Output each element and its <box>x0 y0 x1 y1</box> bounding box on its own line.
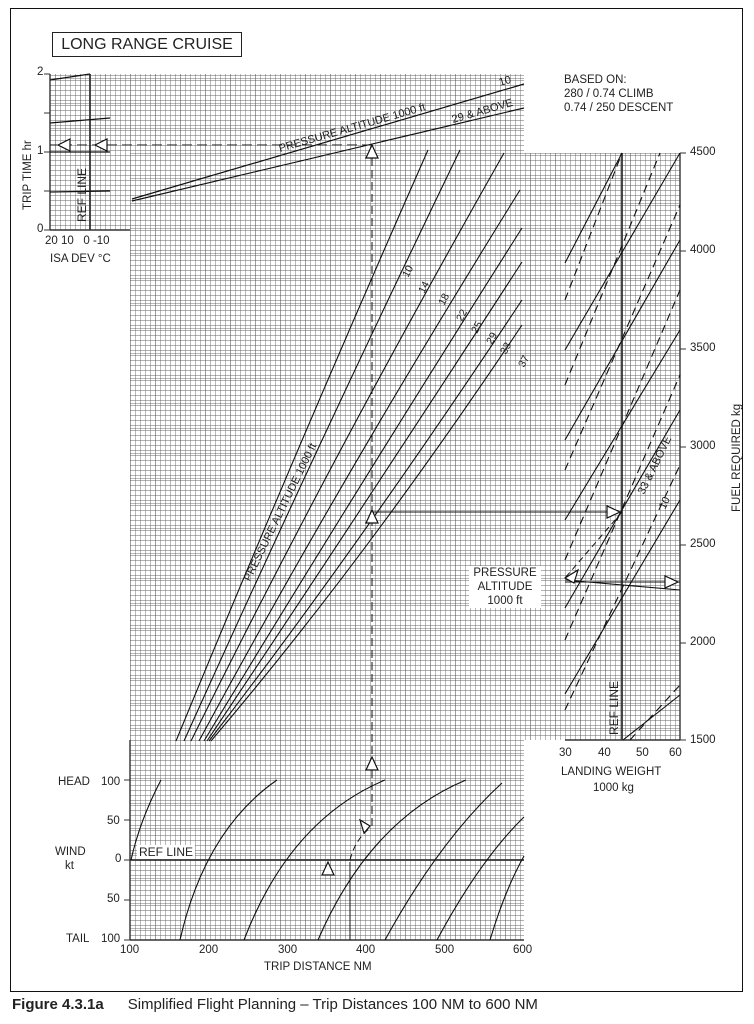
svg-text:REF LINE: REF LINE <box>75 168 89 222</box>
ticks <box>44 73 686 941</box>
grid-areas <box>50 74 680 940</box>
distance-tick: 200 <box>199 944 219 956</box>
svg-text:25: 25 <box>469 319 485 335</box>
lw-tick: 30 <box>559 747 572 759</box>
based-on-note: BASED ON: 280 / 0.74 CLIMB 0.74 / 250 DE… <box>564 74 674 114</box>
distance-tick: 600 <box>513 944 533 956</box>
tail-label: TAIL <box>66 933 90 945</box>
wind-tick: 50 <box>107 815 120 827</box>
altitude-series-labels: 10 14 18 22 25 29 33 37 <box>400 263 532 369</box>
trip-distance-label: TRIP DISTANCE NM <box>264 961 372 973</box>
svg-text:22: 22 <box>454 307 470 323</box>
distance-tick: 300 <box>278 944 298 956</box>
svg-text:33: 33 <box>498 340 514 356</box>
arrow-icons <box>56 138 680 876</box>
wind-label: WIND <box>55 846 86 858</box>
chart-title: LONG RANGE CRUISE <box>52 32 242 57</box>
figure-caption: Figure 4.3.1a Simplified Flight Planning … <box>12 996 538 1013</box>
wind-unit: kt <box>65 860 74 872</box>
svg-text:37: 37 <box>516 353 532 369</box>
altitude-curves <box>175 149 523 742</box>
wind-tick: 0 <box>115 853 122 865</box>
landing-weight-curves <box>564 152 681 741</box>
isa-axis-label: ISA DEV °C <box>50 253 111 265</box>
fuel-tick: 1500 <box>690 734 716 746</box>
pressure-altitude-inset: PRESSURE ALTITUDE 1000 ft <box>469 566 541 608</box>
lw-tick: 60 <box>669 747 682 759</box>
lw-tick: 50 <box>636 747 649 759</box>
fuel-tick: 3500 <box>690 342 716 354</box>
trip-time-curves <box>49 73 525 202</box>
head-label: HEAD <box>58 776 90 788</box>
fuel-tick: 2000 <box>690 636 716 648</box>
isa-ticks: 20 10 0 -10 <box>45 235 110 247</box>
svg-text:18: 18 <box>436 291 452 307</box>
chart-frame <box>10 8 743 992</box>
wind-tick: 100 <box>101 776 121 788</box>
fuel-tick: 2500 <box>690 538 716 550</box>
svg-text:TRIP TIME hr: TRIP TIME hr <box>22 140 34 210</box>
svg-text:10: 10 <box>498 74 513 89</box>
wind-tick: 50 <box>107 893 120 905</box>
distance-tick: 400 <box>356 944 376 956</box>
fuel-tick: 4000 <box>690 244 716 256</box>
distance-tick: 100 <box>120 944 140 956</box>
example-path <box>50 144 680 940</box>
svg-text:10: 10 <box>400 263 416 279</box>
landing-weight-unit: 1000 kg <box>593 782 634 794</box>
svg-text:REF LINE: REF LINE <box>607 681 621 735</box>
trip-time-tick: 0 <box>37 223 44 235</box>
fuel-tick: 4500 <box>690 146 716 158</box>
distance-tick: 500 <box>435 944 455 956</box>
trip-time-tick: 1 <box>37 145 44 157</box>
wind-tick: 100 <box>101 933 121 945</box>
lw-tick: 40 <box>598 747 611 759</box>
landing-weight-dashed <box>564 152 681 741</box>
wind-ref-line: REF LINE <box>137 845 196 859</box>
svg-text:14: 14 <box>416 279 432 295</box>
landing-weight-label: LANDING WEIGHT <box>561 766 662 778</box>
svg-text:29: 29 <box>484 330 500 346</box>
wind-curves <box>130 779 525 941</box>
trip-time-tick: 2 <box>37 66 44 78</box>
fuel-tick: 3000 <box>690 440 716 452</box>
svg-text:FUEL REQUIRED kg: FUEL REQUIRED kg <box>731 404 743 512</box>
svg-text:10: 10 <box>657 495 673 511</box>
